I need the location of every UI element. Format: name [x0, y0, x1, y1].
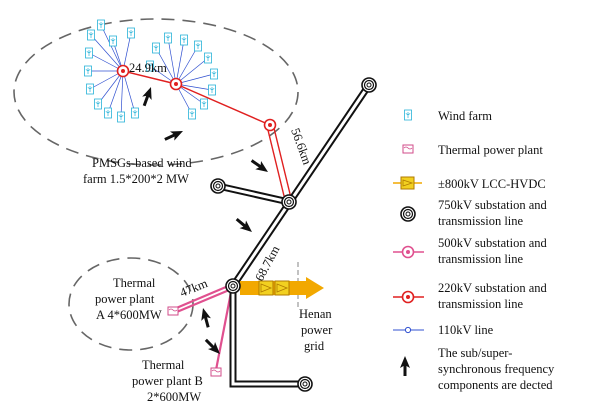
legend-label-220kv-1: 220kV substation and — [438, 281, 548, 295]
wind-farm-icon — [188, 108, 196, 120]
legend: Wind farm Thermal power plant ±800kV LCC… — [393, 109, 555, 392]
wind-farm-icon — [94, 98, 102, 110]
legend-label-wind-farm: Wind farm — [438, 109, 492, 123]
wind-cluster-boundary — [13, 18, 299, 166]
thermal-plant-a-icon — [167, 306, 179, 316]
legend-label-hvdc: ±800kV LCC-HVDC — [438, 177, 546, 191]
plant-a-caption-2: power plant — [95, 292, 155, 306]
wind-farm-icon — [109, 35, 117, 47]
plant-b-caption-2: power plant B — [132, 374, 203, 388]
legend-label-detect-2: synchronous frequency — [438, 362, 555, 376]
substations-750kv — [210, 77, 377, 392]
plant-a-caption-1: Thermal — [113, 276, 156, 290]
wind-farm-icon — [127, 27, 135, 39]
wind-farm-icon — [204, 52, 212, 64]
plant-b-caption-1: Thermal — [142, 358, 185, 372]
line-220kv-a — [266, 125, 286, 201]
legend-icon-220kv — [393, 290, 424, 304]
legend-label-detect-1: The sub/super- — [438, 346, 512, 360]
legend-label-500kv-2: transmission line — [438, 252, 524, 266]
legend-icon-110kv — [393, 326, 424, 334]
line-220kv-wind-link — [122, 70, 177, 85]
hvdc-converter — [258, 280, 290, 296]
legend-label-thermal: Thermal power plant — [438, 143, 543, 157]
wind-farm-icon — [131, 107, 139, 119]
wind-cluster-caption-1: PMSGs-based wind — [92, 156, 192, 170]
legend-label-110kv: 110kV line — [438, 323, 494, 337]
lines-750kv — [217, 83, 372, 388]
legend-icon-750kv — [400, 206, 416, 222]
line-220kv-collector — [175, 83, 271, 126]
wind-farm-icon — [84, 65, 92, 77]
legend-label-500kv-1: 500kV substation and — [438, 236, 548, 250]
wind-farm-icon — [164, 32, 172, 44]
wind-cluster-caption-2: farm 1.5*200*2 MW — [83, 172, 189, 186]
wind-farm-icon — [97, 19, 105, 31]
substations-220kv — [116, 64, 277, 132]
plant-a-boundary — [68, 257, 194, 351]
legend-icon-500kv — [393, 245, 424, 259]
legend-label-220kv-2: transmission line — [438, 297, 524, 311]
wind-farm-icon — [180, 34, 188, 46]
legend-label-750kv-1: 750kV substation and — [438, 198, 548, 212]
legend-icon-detection-arrow — [400, 356, 410, 376]
wind-farm-icon — [86, 83, 94, 95]
legend-label-750kv-2: transmission line — [438, 214, 524, 228]
detection-arrows — [142, 87, 268, 354]
legend-icon-hvdc — [393, 176, 422, 190]
henan-caption-2: power — [301, 323, 333, 337]
wind-farm-icon — [117, 111, 125, 123]
wind-farm-icon — [208, 84, 216, 96]
wind-farm-icon — [85, 47, 93, 59]
plant-b-caption-3: 2*600MW — [147, 390, 201, 404]
distance-220kv: 56.6km — [288, 126, 314, 167]
legend-icon-wind-farm — [404, 109, 412, 121]
henan-caption-3: grid — [304, 339, 325, 353]
lines-500kv — [171, 282, 235, 371]
legend-label-detect-3: components are dected — [438, 378, 553, 392]
wind-farm-icon — [152, 42, 160, 54]
wind-farm-icon — [200, 98, 208, 110]
legend-icon-thermal — [402, 144, 414, 154]
line-220kv-b — [272, 123, 292, 199]
wind-farm-icon — [104, 107, 112, 119]
plant-a-caption-3: A 4*600MW — [96, 308, 162, 322]
wind-farm-icon — [87, 29, 95, 41]
henan-caption-1: Henan — [299, 307, 332, 321]
thermal-plant-b-icon — [210, 367, 222, 377]
wind-farm-icon — [210, 68, 218, 80]
wind-farm-icon — [194, 40, 202, 52]
distance-wind-link: 24.9km — [129, 61, 167, 75]
